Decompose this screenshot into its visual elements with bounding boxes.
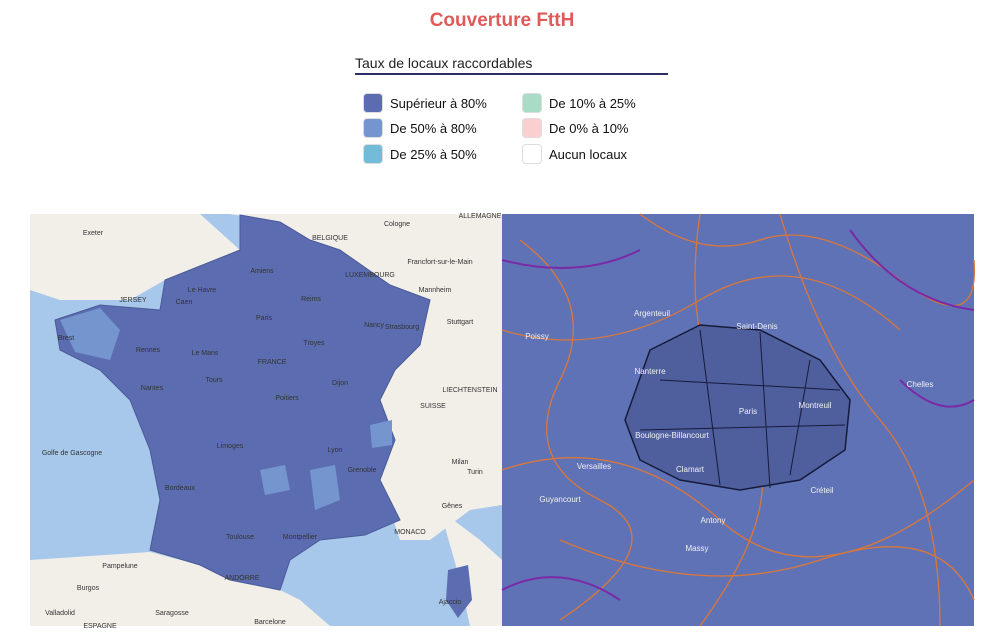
place-label: Valladolid <box>45 610 75 617</box>
place-label: Turin <box>467 469 483 476</box>
place-label: Limoges <box>217 443 244 450</box>
place-label: Guyancourt <box>539 495 581 504</box>
land <box>230 214 502 540</box>
legend-item: De 25% à 50% <box>363 144 477 164</box>
place-label: Mannheim <box>419 287 452 294</box>
place-label: Paris <box>739 407 757 416</box>
place-label: Burgos <box>77 585 100 592</box>
place-label: Nanterre <box>634 367 666 376</box>
place-label: Argenteuil <box>634 309 670 318</box>
place-label: Caen <box>176 299 193 306</box>
place-label: Golfe de Gascogne <box>42 450 102 457</box>
legend-swatch <box>522 93 542 113</box>
place-label: Francfort-sur-le-Main <box>407 259 472 266</box>
legend-title: Taux de locaux raccordables <box>355 55 668 75</box>
place-label: Gênes <box>442 503 463 510</box>
place-label: Reims <box>301 296 321 303</box>
place-label: Massy <box>685 544 708 553</box>
place-label: Montpellier <box>283 534 318 541</box>
place-label: Stuttgart <box>447 319 474 326</box>
land <box>440 510 502 626</box>
place-label: Le Mans <box>192 350 219 357</box>
place-label: ANDORRE <box>224 575 259 582</box>
place-label: Pampelune <box>102 563 138 570</box>
place-label: Cologne <box>384 221 410 228</box>
place-label: Toulouse <box>226 534 254 541</box>
place-label: Versailles <box>577 462 611 471</box>
boundary <box>501 229 975 601</box>
place-label: FRANCE <box>258 359 287 366</box>
left-map <box>30 214 502 626</box>
place-label: LIECHTENSTEIN <box>442 387 497 394</box>
place-label: Brest <box>58 335 74 342</box>
boundary <box>639 329 846 489</box>
place-label: Saint-Denis <box>736 322 777 331</box>
paris-area <box>624 324 851 491</box>
legend-item: De 0% à 10% <box>522 118 629 138</box>
place-label: Antony <box>701 516 726 525</box>
legend-label: Supérieur à 80% <box>390 95 487 111</box>
place-label: Saragosse <box>155 610 189 617</box>
place-label: Poissy <box>525 332 549 341</box>
legend-item: Supérieur à 80% <box>363 93 487 113</box>
place-label: Nantes <box>141 385 164 392</box>
legend-item: Aucun locaux <box>522 144 627 164</box>
place-label: Montreuil <box>799 401 832 410</box>
legend-swatch <box>363 118 383 138</box>
place-label: Strasbourg <box>385 324 419 331</box>
region <box>60 308 120 360</box>
place-label: Lyon <box>328 447 343 454</box>
legend-label: De 50% à 80% <box>390 120 477 136</box>
place-label: Troyes <box>303 340 325 347</box>
place-label: SUISSE <box>420 403 446 410</box>
place-label: Rennes <box>136 347 161 354</box>
place-label: Milan <box>452 459 469 466</box>
title: Couverture FttH <box>429 10 575 31</box>
region <box>260 420 392 510</box>
right-map <box>501 213 976 627</box>
legend-swatch <box>363 144 383 164</box>
place-label: Le Havre <box>188 287 217 294</box>
place-label: Bordeaux <box>165 485 195 492</box>
place-label: LUXEMBOURG <box>345 272 395 279</box>
place-label: BELGIQUE <box>312 235 348 242</box>
place-label: Chelles <box>907 380 934 389</box>
place-label: Créteil <box>810 486 833 495</box>
corsica <box>446 565 472 618</box>
legend-swatch <box>363 93 383 113</box>
legend-item: De 50% à 80% <box>363 118 477 138</box>
legend-swatch <box>522 118 542 138</box>
place-label: MONACO <box>394 529 426 536</box>
place-label: ALLEMAGNE <box>459 213 502 220</box>
legend-label: De 25% à 50% <box>390 146 477 162</box>
legend-label: De 0% à 10% <box>549 120 629 136</box>
place-label: Tours <box>205 377 223 384</box>
place-label: Boulogne-Billancourt <box>635 431 710 440</box>
legend-label: Aucun locaux <box>549 146 628 162</box>
place-label: Barcelone <box>254 619 286 626</box>
place-label: Poitiers <box>275 395 299 402</box>
boundary <box>501 213 976 627</box>
legend-label: De 10% à 25% <box>549 95 636 111</box>
place-label: Exeter <box>83 230 104 237</box>
land <box>30 552 330 626</box>
place-label: Clamart <box>676 465 705 474</box>
place-label: Ajaccio <box>439 599 462 606</box>
place-label: JERSEY <box>119 297 147 304</box>
place-label: Amiens <box>250 268 274 275</box>
land <box>30 214 240 300</box>
place-label: Paris <box>256 315 272 322</box>
place-label: Nancy <box>364 322 384 329</box>
place-label: ESPAGNE <box>83 623 117 630</box>
legend-swatch <box>522 144 542 164</box>
place-label: Grenoble <box>348 467 377 474</box>
legend-item: De 10% à 25% <box>522 93 636 113</box>
place-label: Dijon <box>332 380 348 387</box>
